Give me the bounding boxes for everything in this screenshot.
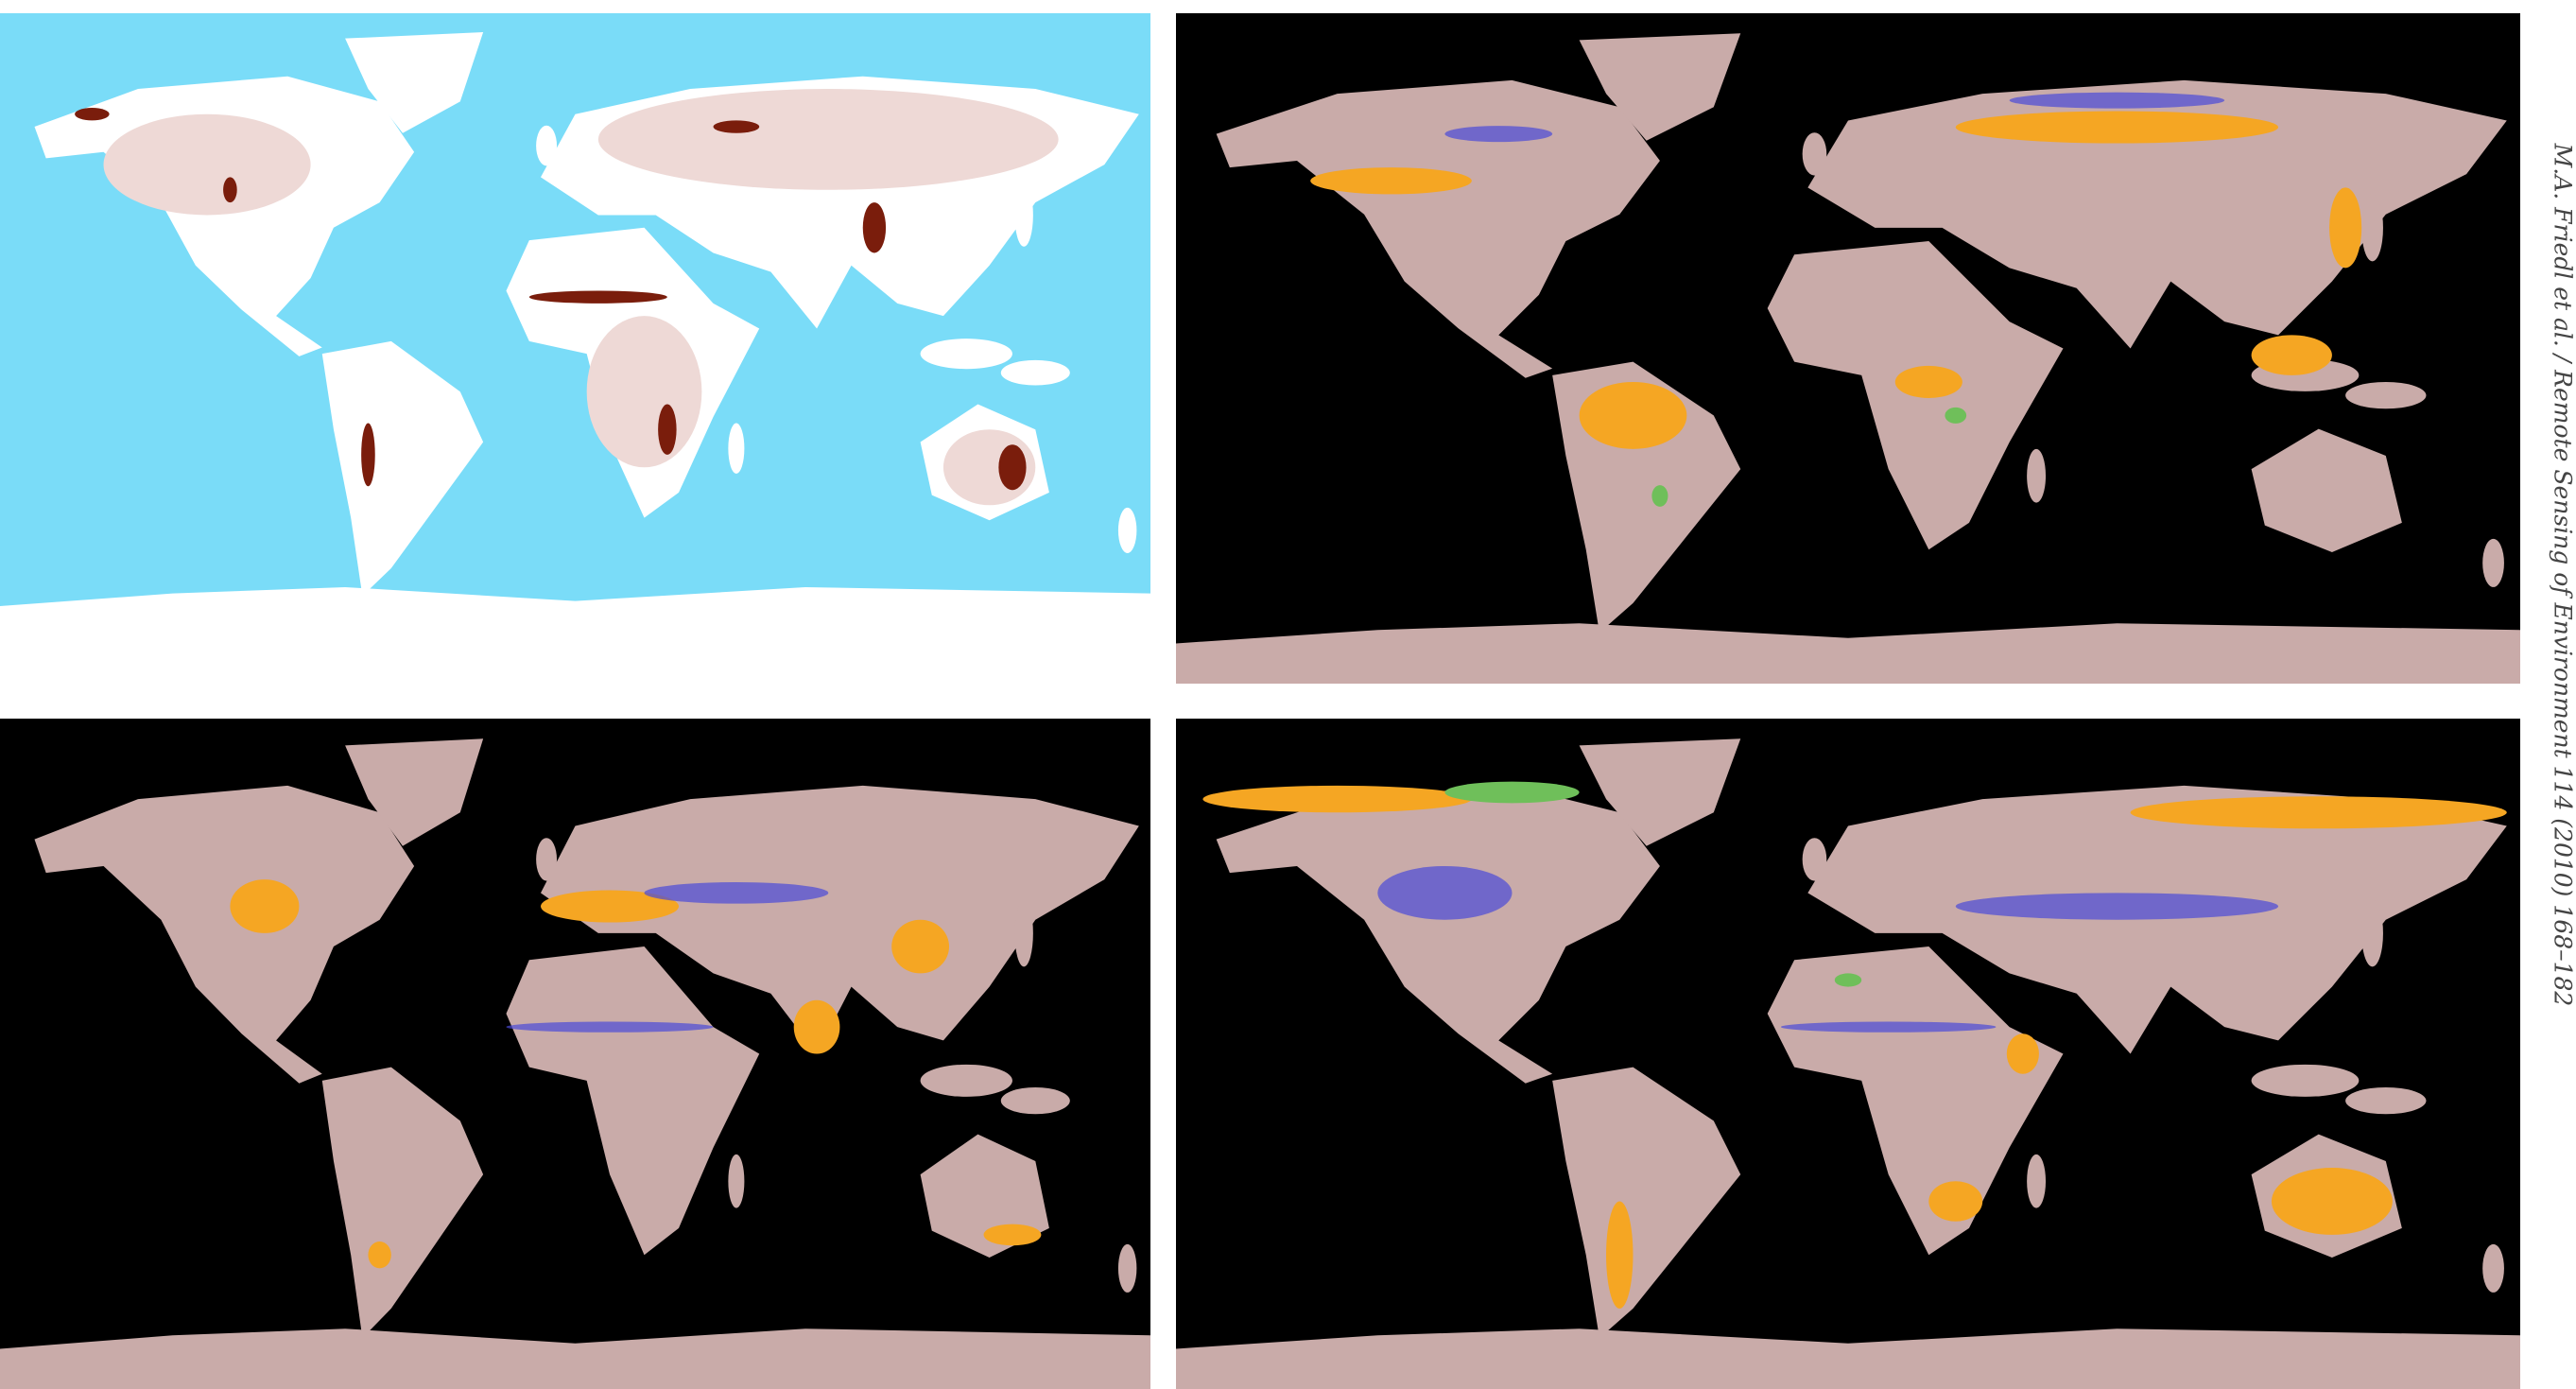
class-blue xyxy=(1377,865,2279,1033)
class-green xyxy=(1651,407,1967,507)
map-panel-4 xyxy=(1176,719,2520,1389)
map-panel-2 xyxy=(1176,13,2520,684)
map-panel-1 xyxy=(0,13,1150,644)
map-panel-3 xyxy=(0,719,1150,1389)
class-blue xyxy=(1444,92,2225,143)
class-blue xyxy=(506,881,829,1033)
class-orange xyxy=(1202,785,2507,1309)
class-green xyxy=(1444,781,1862,987)
highlight-spots xyxy=(75,108,1027,491)
land-pattern xyxy=(103,89,1059,506)
class-orange xyxy=(1310,111,2362,449)
class-orange xyxy=(230,879,1042,1269)
running-head: M.A. Friedl et al. / Remote Sensing of E… xyxy=(2549,143,2576,1007)
